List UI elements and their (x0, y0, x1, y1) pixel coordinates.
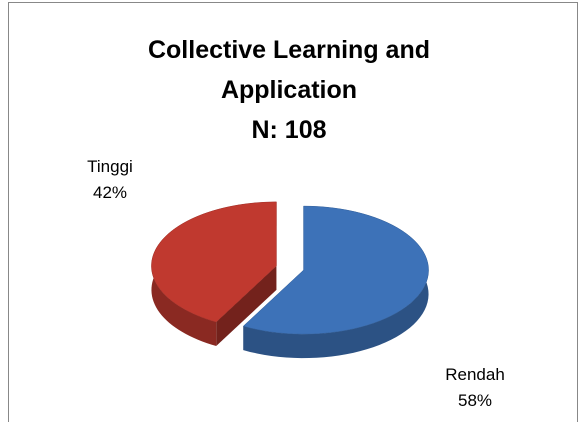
value-label: 42% (93, 183, 127, 202)
pie-slice (242, 205, 429, 335)
chart-subtitle: N: 108 (251, 116, 327, 144)
chart-frame (8, 2, 578, 422)
value-label: 58% (458, 391, 492, 410)
pie-slice (151, 201, 277, 323)
category-label: Tinggi (87, 157, 133, 176)
chart-title: Collective Learning and Application (147, 36, 430, 104)
title-block: Collective Learning and Application N: 1… (124, 30, 454, 150)
category-label: Rendah (445, 365, 505, 384)
slice-wall (216, 265, 277, 346)
